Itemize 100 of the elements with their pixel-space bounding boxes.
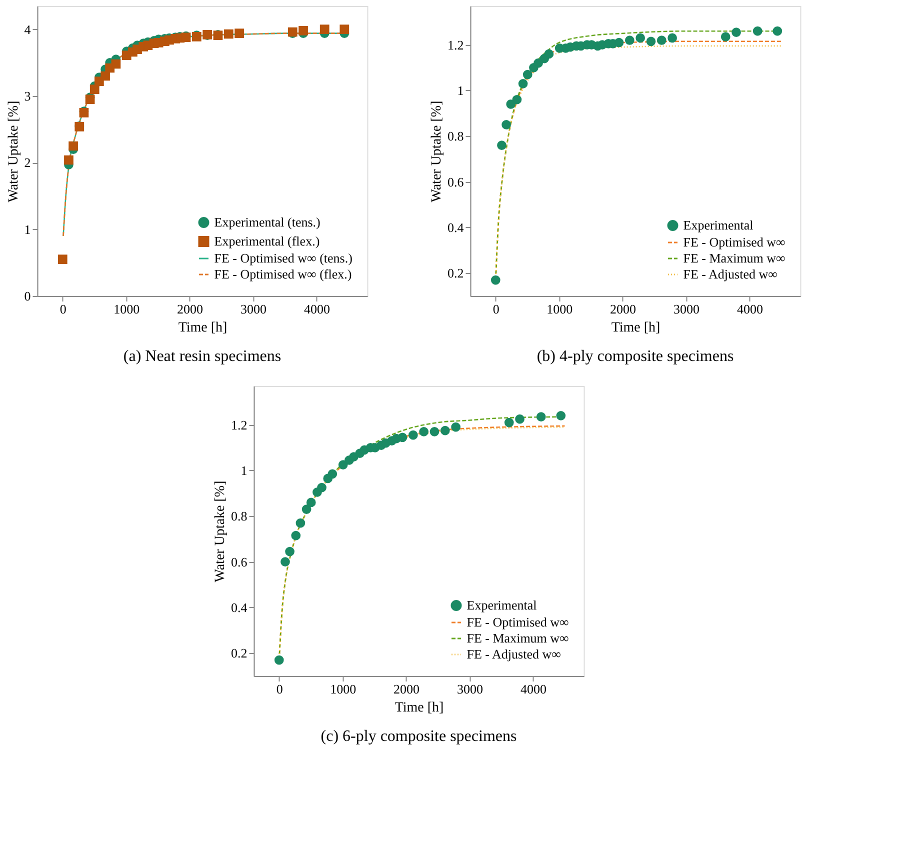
y-tick-label: 4: [24, 22, 32, 37]
legend-label: FE - Optimised w∞: [466, 614, 569, 630]
point: [732, 28, 741, 37]
point: [497, 140, 506, 150]
point: [58, 254, 68, 264]
y-tick-label: 0.2: [231, 646, 248, 661]
y-tick-label: 0.8: [448, 128, 464, 144]
y-tick-label: 0: [24, 288, 31, 304]
text: (c) 6-ply composite specimens: [320, 728, 517, 745]
legend-label: Experimental: [683, 218, 754, 232]
point: [398, 432, 408, 442]
point: [668, 33, 677, 43]
x-axis-title: Time [h]: [611, 320, 660, 336]
point: [544, 49, 554, 59]
y-tick-label: 1: [240, 462, 248, 478]
point: [518, 78, 528, 88]
point: [772, 26, 782, 36]
y-tick-label: 0.6: [231, 554, 248, 570]
point: [512, 94, 522, 104]
y-tick-label: 0.6: [448, 174, 464, 190]
x-tick-label: 4000: [520, 682, 546, 696]
x-tick-label: 2000: [394, 682, 420, 696]
point: [636, 33, 646, 43]
text: (b) 4-ply composite specimens: [536, 348, 734, 365]
point: [502, 120, 511, 130]
point: [451, 422, 460, 432]
x-tick-label: 2000: [610, 302, 636, 316]
point: [440, 426, 450, 436]
y-tick-label: 1.2: [448, 37, 464, 52]
point: [646, 36, 656, 46]
x-tick-label: 0: [276, 682, 283, 696]
x-tick-label: 1000: [546, 302, 573, 316]
point: [302, 504, 312, 514]
x-tick-label: 4000: [736, 302, 763, 316]
point: [624, 36, 634, 45]
y-tick-label: 0.2: [448, 266, 464, 281]
point: [320, 24, 330, 34]
point: [340, 24, 350, 34]
y-axis-title: Water Uptake [%]: [213, 480, 228, 582]
point: [534, 58, 543, 68]
point: [64, 155, 74, 165]
point: [720, 32, 730, 42]
point: [328, 469, 338, 479]
y-tick-label: 3: [24, 88, 31, 104]
point: [419, 426, 429, 436]
legend-label: FE - Adjusted w∞: [683, 266, 778, 282]
legend-label: FE - Maximum w∞: [683, 250, 786, 266]
y-axis-title: Water Uptake [%]: [430, 100, 444, 202]
point: [656, 36, 666, 45]
legend-label: FE - Maximum w∞: [466, 630, 569, 646]
y-tick-label: 0.8: [231, 508, 248, 524]
x-tick-label: 3000: [457, 682, 484, 696]
y-tick-label: 2: [24, 155, 31, 170]
point: [430, 426, 440, 436]
x-tick-label: 2000: [177, 302, 204, 316]
y-tick-label: 0.4: [231, 600, 248, 615]
point: [317, 482, 326, 492]
point: [291, 530, 301, 540]
point: [536, 412, 546, 422]
point: [285, 546, 294, 556]
point: [296, 518, 306, 528]
y-tick-label: 0.4: [448, 220, 464, 235]
legend-label: FE - Optimised w∞ (tens.): [214, 250, 352, 266]
legend-label: Experimental (flex.): [214, 234, 320, 248]
legend-label: FE - Optimised w∞ (flex.): [214, 266, 352, 282]
point: [408, 430, 418, 440]
y-tick-label: 1: [457, 82, 464, 98]
point: [224, 29, 234, 39]
point: [90, 84, 100, 94]
y-tick-label: 1.2: [231, 417, 248, 432]
y-tick-label: 1: [24, 222, 31, 237]
point: [100, 71, 110, 81]
text: (a) Neat resin specimens: [123, 348, 282, 365]
point: [274, 655, 284, 665]
x-tick-label: 0: [492, 302, 500, 316]
point: [504, 418, 514, 428]
point: [522, 70, 532, 80]
x-tick-label: 3000: [240, 302, 267, 316]
point: [556, 411, 566, 420]
x-tick-label: 3000: [674, 302, 700, 316]
x-tick-label: 1000: [330, 682, 356, 696]
point: [490, 275, 500, 285]
point: [338, 460, 348, 470]
x-tick-label: 1000: [114, 302, 140, 316]
x-tick-label: 0: [60, 302, 66, 316]
point: [506, 100, 516, 109]
point: [234, 28, 244, 38]
x-axis-title: Time [h]: [394, 700, 444, 716]
legend-label: FE - Adjusted w∞: [466, 646, 561, 662]
point: [280, 557, 290, 566]
legend-label: FE - Optimised w∞: [683, 234, 786, 250]
x-tick-label: 4000: [304, 302, 330, 316]
point: [298, 26, 308, 36]
point: [111, 59, 121, 69]
x-axis-title: Time [h]: [178, 320, 228, 336]
legend-label: Experimental (tens.): [214, 214, 320, 230]
point: [515, 414, 524, 424]
point: [306, 498, 316, 508]
y-axis-title: Water Uptake [%]: [6, 100, 22, 202]
point: [752, 26, 762, 36]
